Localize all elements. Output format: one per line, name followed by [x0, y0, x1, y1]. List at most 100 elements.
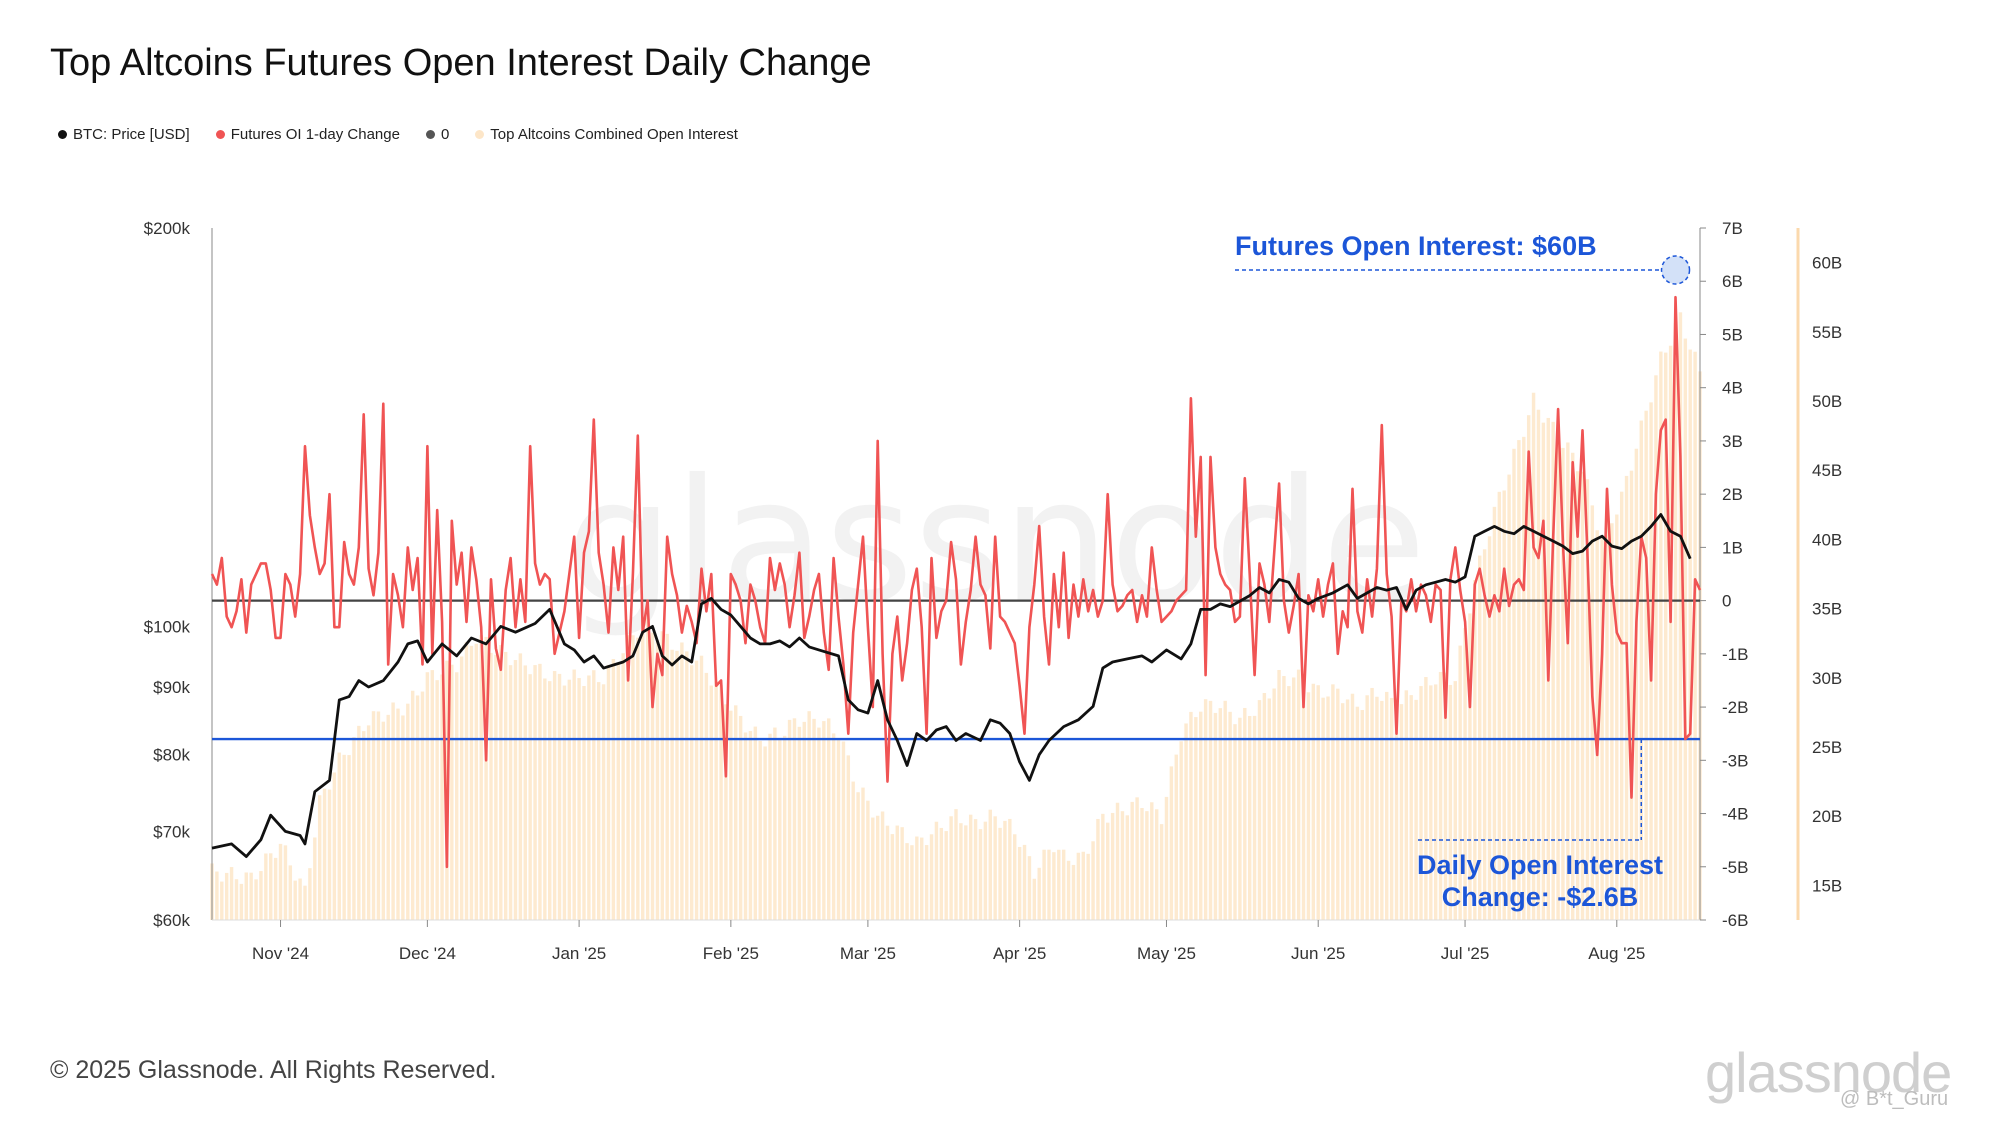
oi-bar	[631, 635, 635, 920]
oi-bar	[1262, 693, 1267, 920]
oi-bar	[846, 755, 851, 920]
oi-bar	[650, 632, 655, 920]
oi-bar	[616, 664, 620, 920]
oi-bar	[817, 727, 821, 920]
oi-bar	[459, 656, 464, 920]
oi-bar	[1277, 669, 1281, 920]
oi-bar	[1145, 811, 1149, 920]
oi-bar	[1409, 695, 1413, 920]
oi-bar	[944, 831, 948, 920]
oi-bar	[836, 740, 841, 920]
oi-bar	[352, 737, 356, 920]
y-far-right-tick-label: 25B	[1812, 738, 1842, 757]
oi-bar	[792, 718, 797, 920]
x-tick-label: Apr '25	[993, 944, 1046, 963]
oi-bar	[455, 672, 459, 920]
legend-item[interactable]: Futures OI 1-day Change	[215, 126, 400, 143]
oi-bar	[910, 845, 914, 920]
oi-bar	[1394, 713, 1399, 920]
oi-bar	[1473, 580, 1477, 920]
oi-bar	[464, 641, 469, 920]
oi-bar	[288, 865, 293, 920]
oi-bar	[1375, 696, 1379, 920]
oi-bar	[269, 853, 273, 920]
oi-bar	[347, 755, 351, 920]
oi-bar	[1688, 349, 1692, 920]
oi-bar	[308, 868, 312, 920]
oi-bar	[709, 685, 713, 920]
legend-item[interactable]: BTC: Price [USD]	[58, 126, 190, 143]
oi-bar	[503, 651, 508, 920]
oi-bar	[1331, 684, 1335, 920]
oi-bar	[474, 643, 479, 920]
oi-bar	[244, 872, 248, 920]
oi-bar	[1292, 677, 1296, 920]
oi-bar	[954, 809, 958, 920]
oi-bar	[822, 721, 826, 920]
oi-bar	[1399, 704, 1404, 920]
oi-bar	[1463, 628, 1467, 920]
x-tick-label: Dec '24	[399, 944, 456, 963]
oi-bar	[337, 752, 341, 920]
oi-bar	[386, 714, 390, 920]
oi-bar	[582, 686, 586, 920]
oi-bar	[983, 821, 988, 920]
chart-title: Top Altcoins Futures Open Interest Daily…	[50, 42, 872, 84]
oi-bar	[861, 787, 865, 920]
legend-item[interactable]: Top Altcoins Combined Open Interest	[475, 126, 738, 143]
oi-bar	[621, 653, 625, 920]
oi-bar	[1316, 685, 1320, 920]
oi-bar	[1203, 699, 1208, 920]
oi-bar	[719, 684, 723, 920]
oi-bar	[827, 718, 831, 920]
oi-bar	[1404, 690, 1409, 920]
oi-bar	[1296, 669, 1301, 920]
oi-bar	[1287, 686, 1291, 920]
oi-bar	[900, 827, 904, 920]
legend-item[interactable]: 0	[425, 126, 449, 143]
oi-bar	[1605, 521, 1609, 920]
oi-bar	[1140, 808, 1144, 920]
oi-bar	[396, 708, 400, 920]
y-left-tick-label: $100k	[144, 617, 191, 636]
oi-bar	[1306, 692, 1311, 920]
oi-bar	[1551, 421, 1555, 920]
oi-bar	[1448, 684, 1453, 920]
oi-bar	[1321, 697, 1325, 920]
y-left-tick-label: $70k	[153, 822, 190, 841]
oi-bar	[489, 652, 493, 920]
oi-bar	[787, 719, 792, 920]
oi-bar	[1497, 491, 1502, 920]
oi-bar	[660, 631, 665, 920]
oi-bar	[1008, 818, 1012, 920]
oi-bar	[763, 746, 767, 920]
oi-bar	[513, 660, 518, 920]
y-right-tick-label: -1B	[1722, 645, 1748, 664]
oi-bar	[890, 834, 895, 920]
oi-bar	[797, 726, 802, 920]
x-tick-label: Aug '25	[1588, 944, 1645, 963]
oi-bar	[273, 857, 278, 920]
oi-bar	[998, 827, 1002, 920]
oi-bar	[1061, 849, 1066, 920]
oi-bar	[425, 672, 430, 920]
oi-bar	[655, 640, 660, 920]
legend-dot-icon	[58, 130, 67, 139]
oi-bar	[254, 879, 258, 920]
oi-bar	[533, 665, 537, 920]
oi-bar	[1017, 846, 1022, 920]
oi-bar	[1336, 688, 1340, 920]
oi-bar	[1526, 415, 1531, 920]
oi-bar	[283, 845, 288, 920]
x-tick-label: Jun '25	[1291, 944, 1345, 963]
oi-bar	[224, 872, 229, 920]
oi-bar	[1194, 717, 1198, 920]
oi-bar	[875, 815, 880, 920]
oi-bar	[1340, 703, 1345, 920]
oi-bar	[528, 674, 532, 920]
oi-bar	[1419, 686, 1423, 920]
oi-bar	[1057, 849, 1061, 920]
oi-bar	[1086, 853, 1090, 920]
oi-bar	[895, 825, 899, 920]
